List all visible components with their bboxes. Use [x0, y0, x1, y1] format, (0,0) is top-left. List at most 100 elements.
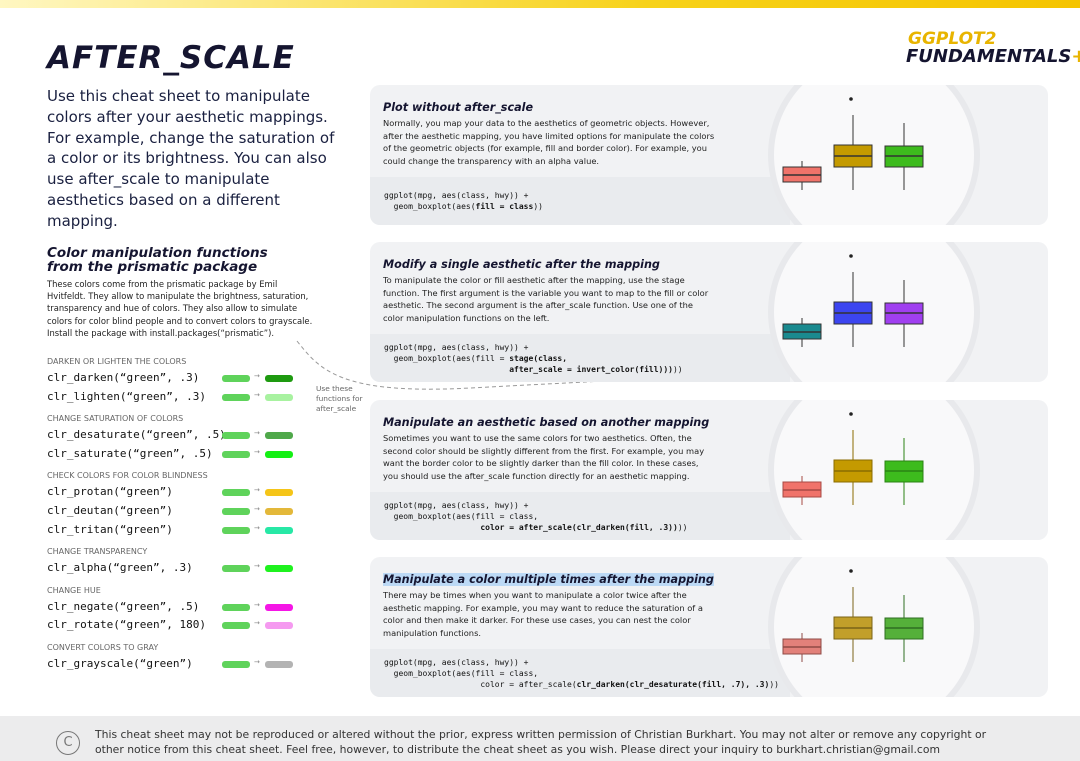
- panel-text: There may be times when you want to mani…: [383, 590, 703, 638]
- code-segment: ggplot(mpg, aes(class, hwy)) +: [384, 191, 529, 200]
- swatch-before: [222, 489, 250, 497]
- code-segment: clr_darken(clr_desaturate(fill, .7), .3): [576, 679, 770, 689]
- code-line: geom_boxplot(aes(fill = class)): [384, 201, 790, 212]
- logo-text: FUNDAMENTALS: [906, 46, 1072, 67]
- code-line: color = after_scale(clr_darken(fill, .3)…: [384, 522, 790, 533]
- code-segment: ggplot(mpg, aes(class, hwy)) +: [384, 342, 529, 352]
- function-code: clr_deutan(“green”): [47, 504, 173, 517]
- boxplot-part: [849, 97, 853, 101]
- function-code: clr_negate(“green”, .5): [47, 599, 200, 613]
- arrow: →: [254, 523, 260, 532]
- swatch-after: [265, 661, 293, 668]
- code-block: ggplot(mpg, aes(class, hwy)) + geom_boxp…: [370, 649, 790, 697]
- logo-bottom: FUNDAMENTALS+: [906, 46, 1080, 67]
- code-segment: stage(class,: [509, 353, 568, 363]
- swatch-before: [222, 622, 250, 630]
- arrow: →: [254, 390, 260, 399]
- swatch-after: [265, 489, 293, 497]
- swatch-after: [265, 565, 293, 573]
- arrow: →: [254, 505, 260, 513]
- plot-circle: [774, 242, 974, 382]
- swatch-before: [222, 393, 250, 401]
- swatch-before: [222, 603, 250, 611]
- code-line: geom_boxplot(aes(fill = class,: [384, 511, 790, 522]
- panel: Manipulate an aesthetic based on another…: [370, 400, 1048, 540]
- panel-title: Manipulate an aesthetic based on another…: [383, 416, 710, 429]
- swatch-before: [222, 450, 250, 458]
- swatch-before: [222, 526, 250, 534]
- function-code: clr_desaturate(“green”, .5): [47, 428, 226, 442]
- code-segment: after_scale = invert_color(fill))): [384, 364, 673, 374]
- group-heading: DARKEN OR LIGHTEN THE COLORS: [47, 357, 187, 366]
- code-segment: )): [769, 679, 779, 689]
- group-heading: CHECK COLORS FOR COLOR BLINDNESS: [47, 471, 208, 481]
- top-bar: [0, 0, 1080, 8]
- code-block: ggplot(mpg, aes(class, hwy)) + geom_boxp…: [370, 334, 790, 382]
- code-segment: ggplot(mpg, aes(class, hwy)) +: [384, 657, 529, 667]
- swatch-after: [265, 393, 293, 401]
- group-heading: CONVERT COLORS TO GRAY: [47, 643, 159, 652]
- code-line: ggplot(mpg, aes(class, hwy)) +: [384, 190, 790, 201]
- panel-text: To manipulate the color or fill aestheti…: [383, 275, 709, 323]
- code-block: ggplot(mpg, aes(class, hwy)) + geom_boxp…: [370, 177, 790, 225]
- code-line: geom_boxplot(aes(fill = class,: [384, 668, 790, 679]
- code-line: after_scale = invert_color(fill))))): [384, 364, 790, 375]
- code-line: ggplot(mpg, aes(class, hwy)) +: [384, 500, 790, 511]
- function-code: clr_saturate(“green”, .5): [47, 446, 213, 460]
- arrow: →: [254, 372, 260, 380]
- copyright-symbol: C: [56, 731, 80, 755]
- group-heading: CHANGE HUE: [47, 585, 101, 595]
- plot-circle: [774, 557, 974, 697]
- swatch-after: [265, 375, 293, 382]
- code-line: ggplot(mpg, aes(class, hwy)) +: [384, 657, 790, 668]
- functions-description: These colors come from the prismatic pac…: [47, 279, 313, 338]
- arrow: →: [254, 562, 260, 571]
- panel-title: Manipulate a color multiple times after …: [383, 573, 714, 586]
- boxplot-illustration: [782, 569, 924, 662]
- panel: Manipulate a color multiple times after …: [370, 557, 1048, 697]
- function-code: clr_darken(“green”, .3): [47, 371, 200, 384]
- panel-title: Modify a single aesthetic after the mapp…: [383, 258, 660, 271]
- function-code: clr_grayscale(“green”): [47, 657, 193, 670]
- code-segment: geom_boxplot(aes(: [384, 202, 476, 211]
- plot-circle: [774, 85, 974, 225]
- swatch-after: [265, 622, 293, 630]
- swatch-after: [265, 526, 293, 534]
- code-line: ggplot(mpg, aes(class, hwy)) +: [384, 342, 790, 353]
- code-segment: )): [677, 522, 688, 532]
- code-segment: fill = class: [475, 202, 534, 211]
- plot-circle: [774, 400, 974, 540]
- swatch-before: [222, 661, 250, 668]
- title-line: Color manipulation functions: [47, 245, 268, 261]
- boxplot-illustration: [782, 254, 924, 347]
- swatch-before: [222, 432, 250, 440]
- swatch-after: [265, 508, 293, 515]
- code-segment: color = after_scale(: [384, 679, 577, 689]
- swatch-after: [265, 450, 293, 458]
- group-heading: CHANGE SATURATION OF COLORS: [47, 414, 184, 424]
- panel: Modify a single aesthetic after the mapp…: [370, 242, 1048, 382]
- code-segment: )): [533, 202, 543, 211]
- arrow: →: [254, 600, 260, 609]
- group-heading: CHANGE TRANSPARENCY: [47, 547, 148, 557]
- swatch-before: [222, 375, 250, 382]
- function-code: clr_rotate(“green”, 180): [47, 618, 206, 632]
- function-code: clr_alpha(“green”, .3): [47, 561, 193, 575]
- code-block: ggplot(mpg, aes(class, hwy)) + geom_boxp…: [370, 492, 790, 540]
- boxplot-illustration: [782, 412, 924, 505]
- panel-text: Sometimes you want to use the same color…: [383, 433, 705, 481]
- swatch-before: [222, 565, 250, 573]
- panel: Plot without after_scale Normally, you ma…: [370, 85, 1048, 225]
- arrow: →: [254, 447, 260, 456]
- code-segment: geom_boxplot(aes(fill = class,: [384, 511, 539, 521]
- boxplot-part: [849, 412, 853, 416]
- code-line: color = after_scale(clr_darken(clr_desat…: [384, 679, 790, 690]
- function-code: clr_lighten(“green”, .3): [47, 389, 206, 403]
- arrow: →: [254, 658, 260, 666]
- code-segment: geom_boxplot(aes(fill =: [384, 353, 510, 363]
- boxplot-illustration: [782, 97, 924, 190]
- function-code: clr_tritan(“green”): [47, 522, 173, 536]
- footer: [0, 716, 1080, 761]
- swatch-after: [265, 603, 293, 611]
